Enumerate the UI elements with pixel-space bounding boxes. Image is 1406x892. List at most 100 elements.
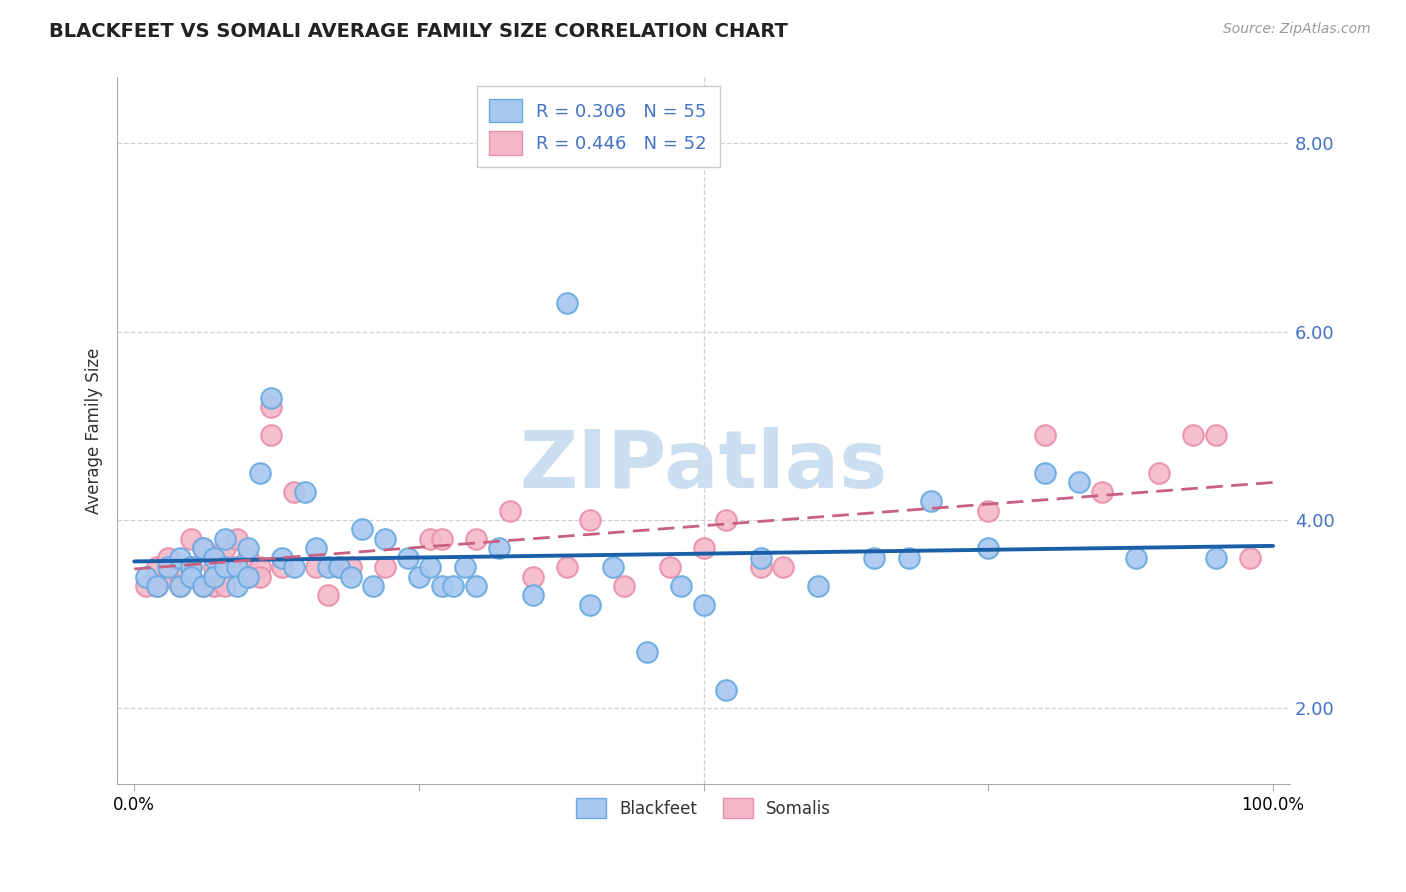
Point bbox=[430, 532, 453, 546]
Point bbox=[202, 550, 225, 565]
Point bbox=[374, 560, 396, 574]
Point bbox=[658, 560, 681, 574]
Point bbox=[214, 541, 236, 556]
Point bbox=[236, 550, 259, 565]
Point bbox=[146, 579, 169, 593]
Point bbox=[202, 569, 225, 583]
Point bbox=[283, 560, 305, 574]
Point bbox=[522, 569, 544, 583]
Point bbox=[236, 569, 259, 583]
Point bbox=[419, 532, 441, 546]
Y-axis label: Average Family Size: Average Family Size bbox=[86, 347, 103, 514]
Point bbox=[1033, 428, 1056, 442]
Point bbox=[1069, 475, 1091, 490]
Point bbox=[772, 560, 794, 574]
Point bbox=[692, 598, 714, 612]
Point bbox=[146, 579, 169, 593]
Point bbox=[464, 532, 486, 546]
Point bbox=[202, 560, 225, 574]
Point bbox=[1205, 550, 1227, 565]
Point bbox=[316, 560, 339, 574]
Point bbox=[283, 484, 305, 499]
Point bbox=[430, 579, 453, 593]
Point bbox=[305, 560, 328, 574]
Text: Source: ZipAtlas.com: Source: ZipAtlas.com bbox=[1223, 22, 1371, 37]
Point bbox=[350, 523, 373, 537]
Point bbox=[863, 550, 886, 565]
Point bbox=[464, 579, 486, 593]
Point bbox=[202, 579, 225, 593]
Legend: Blackfeet, Somalis: Blackfeet, Somalis bbox=[569, 791, 838, 825]
Point bbox=[522, 588, 544, 602]
Point bbox=[1182, 428, 1205, 442]
Point bbox=[169, 579, 191, 593]
Point bbox=[328, 560, 350, 574]
Text: BLACKFEET VS SOMALI AVERAGE FAMILY SIZE CORRELATION CHART: BLACKFEET VS SOMALI AVERAGE FAMILY SIZE … bbox=[49, 22, 789, 41]
Point bbox=[716, 513, 738, 527]
Point bbox=[499, 503, 522, 517]
Point bbox=[225, 560, 247, 574]
Point bbox=[169, 579, 191, 593]
Point bbox=[339, 560, 361, 574]
Point bbox=[328, 560, 350, 574]
Point bbox=[191, 579, 214, 593]
Point bbox=[977, 503, 1000, 517]
Point bbox=[1239, 550, 1261, 565]
Point bbox=[225, 560, 247, 574]
Point bbox=[316, 588, 339, 602]
Point bbox=[1033, 466, 1056, 480]
Point bbox=[716, 682, 738, 697]
Point bbox=[180, 569, 202, 583]
Point bbox=[578, 513, 600, 527]
Point bbox=[305, 541, 328, 556]
Point bbox=[602, 560, 624, 574]
Point bbox=[214, 579, 236, 593]
Point bbox=[225, 579, 247, 593]
Point bbox=[692, 541, 714, 556]
Point bbox=[294, 484, 316, 499]
Point bbox=[180, 560, 202, 574]
Point bbox=[249, 569, 271, 583]
Point bbox=[374, 532, 396, 546]
Point bbox=[260, 428, 283, 442]
Point bbox=[236, 569, 259, 583]
Point bbox=[419, 560, 441, 574]
Point bbox=[157, 560, 180, 574]
Point bbox=[236, 541, 259, 556]
Point bbox=[225, 532, 247, 546]
Point bbox=[555, 296, 578, 310]
Point bbox=[146, 560, 169, 574]
Point bbox=[135, 579, 157, 593]
Point bbox=[249, 560, 271, 574]
Point bbox=[441, 579, 464, 593]
Point bbox=[157, 550, 180, 565]
Point bbox=[488, 541, 510, 556]
Point bbox=[260, 391, 283, 405]
Point bbox=[977, 541, 1000, 556]
Point bbox=[749, 560, 772, 574]
Point bbox=[169, 550, 191, 565]
Point bbox=[271, 560, 294, 574]
Point bbox=[339, 569, 361, 583]
Text: ZIPatlas: ZIPatlas bbox=[520, 427, 887, 505]
Point bbox=[363, 579, 385, 593]
Point bbox=[669, 579, 692, 593]
Point bbox=[180, 532, 202, 546]
Point bbox=[1091, 484, 1114, 499]
Point bbox=[191, 541, 214, 556]
Point bbox=[249, 466, 271, 480]
Point bbox=[555, 560, 578, 574]
Point bbox=[806, 579, 828, 593]
Point bbox=[396, 550, 419, 565]
Point bbox=[214, 560, 236, 574]
Point bbox=[1147, 466, 1170, 480]
Point bbox=[202, 569, 225, 583]
Point bbox=[191, 541, 214, 556]
Point bbox=[260, 400, 283, 414]
Point bbox=[453, 560, 475, 574]
Point bbox=[408, 569, 430, 583]
Point bbox=[920, 494, 942, 508]
Point bbox=[157, 569, 180, 583]
Point bbox=[749, 550, 772, 565]
Point bbox=[180, 560, 202, 574]
